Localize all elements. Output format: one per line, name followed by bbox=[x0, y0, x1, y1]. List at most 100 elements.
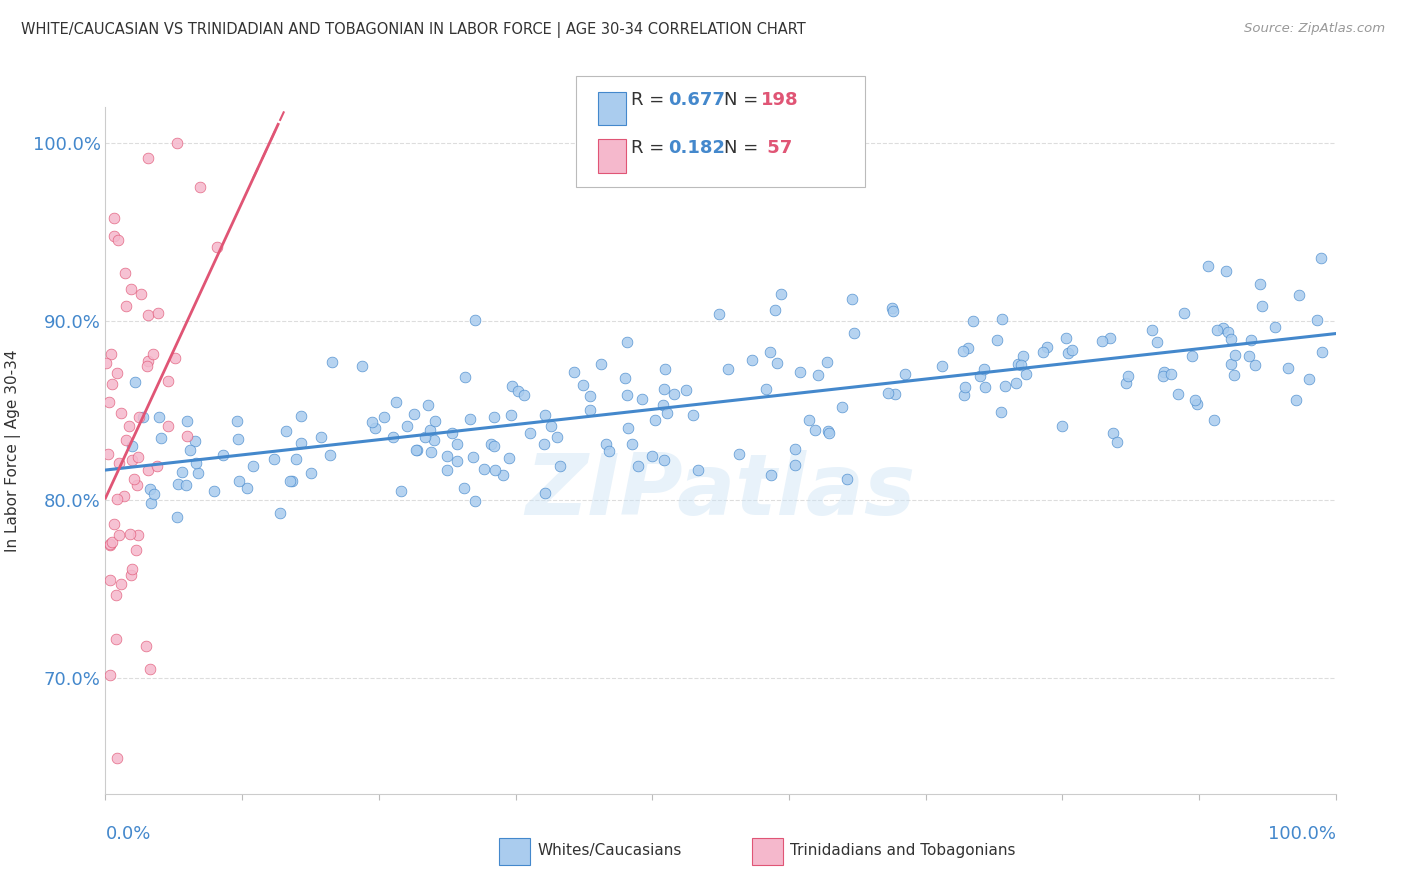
Point bbox=[1244, 358, 1267, 372]
Point bbox=[121, 453, 143, 467]
Point bbox=[418, 398, 440, 412]
Point bbox=[225, 414, 247, 428]
Text: 0.0%: 0.0% bbox=[105, 825, 150, 843]
Point bbox=[571, 377, 593, 392]
Point bbox=[682, 408, 704, 422]
Point bbox=[107, 491, 129, 506]
Text: 100.0%: 100.0% bbox=[1268, 825, 1336, 843]
Point bbox=[616, 335, 638, 350]
Point bbox=[533, 437, 555, 451]
Point bbox=[436, 449, 458, 463]
Point bbox=[1115, 376, 1137, 390]
Text: ZIPatlas: ZIPatlas bbox=[526, 450, 915, 533]
Point bbox=[540, 418, 562, 433]
Point bbox=[1160, 367, 1182, 381]
Point bbox=[990, 404, 1012, 418]
Text: N =: N = bbox=[724, 90, 763, 109]
Point bbox=[1185, 397, 1208, 411]
Point bbox=[882, 304, 904, 318]
Point bbox=[188, 180, 211, 194]
Text: Trinidadians and Tobagonians: Trinidadians and Tobagonians bbox=[790, 844, 1015, 858]
Point bbox=[883, 387, 905, 401]
Point bbox=[148, 410, 170, 425]
Point bbox=[479, 437, 502, 451]
Point bbox=[136, 463, 159, 477]
Point bbox=[419, 423, 441, 437]
Point bbox=[818, 426, 841, 441]
Point bbox=[616, 421, 638, 435]
Point bbox=[103, 211, 125, 225]
Point bbox=[202, 483, 225, 498]
Point bbox=[1152, 369, 1174, 384]
Point bbox=[1105, 434, 1128, 449]
Point bbox=[1056, 346, 1078, 360]
Point bbox=[1012, 349, 1035, 363]
Point bbox=[644, 413, 666, 427]
Point bbox=[579, 389, 602, 403]
Point bbox=[166, 510, 188, 524]
Text: WHITE/CAUCASIAN VS TRINIDADIAN AND TOBAGONIAN IN LABOR FORCE | AGE 30-34 CORRELA: WHITE/CAUCASIAN VS TRINIDADIAN AND TOBAG… bbox=[21, 22, 806, 38]
Point bbox=[974, 379, 997, 393]
Y-axis label: In Labor Force | Age 30-34: In Labor Force | Age 30-34 bbox=[6, 349, 21, 552]
Point bbox=[880, 301, 903, 315]
Point bbox=[360, 415, 382, 429]
Point bbox=[499, 408, 522, 422]
Point bbox=[406, 442, 429, 457]
Point bbox=[138, 308, 160, 322]
Point bbox=[419, 444, 441, 458]
Point bbox=[141, 495, 163, 509]
Point bbox=[595, 436, 617, 450]
Point bbox=[990, 312, 1012, 326]
Point bbox=[120, 282, 142, 296]
Point bbox=[124, 472, 146, 486]
Point bbox=[128, 450, 150, 464]
Point bbox=[1306, 312, 1329, 326]
Point bbox=[385, 395, 408, 409]
Point bbox=[281, 474, 304, 488]
Point bbox=[104, 632, 127, 647]
Point bbox=[290, 409, 312, 423]
Point bbox=[132, 410, 155, 425]
Point bbox=[766, 356, 789, 370]
Point bbox=[446, 437, 468, 451]
Point bbox=[274, 424, 297, 438]
Point bbox=[373, 409, 395, 424]
Point bbox=[815, 355, 838, 369]
Point bbox=[1212, 320, 1234, 334]
Point bbox=[817, 425, 839, 439]
Point bbox=[783, 458, 806, 473]
Point bbox=[474, 461, 496, 475]
Point bbox=[484, 463, 506, 477]
Point bbox=[482, 409, 505, 424]
Point bbox=[285, 452, 308, 467]
Point bbox=[1215, 264, 1237, 278]
Point bbox=[138, 354, 160, 368]
Point bbox=[290, 436, 312, 450]
Point bbox=[446, 454, 468, 468]
Text: Whites/Caucasians: Whites/Caucasians bbox=[537, 844, 682, 858]
Point bbox=[103, 517, 125, 532]
Point bbox=[579, 402, 602, 417]
Point bbox=[835, 472, 858, 486]
Point bbox=[1205, 323, 1227, 337]
Point bbox=[484, 439, 506, 453]
Point bbox=[396, 419, 419, 434]
Point bbox=[299, 467, 322, 481]
Point bbox=[143, 487, 166, 501]
Point bbox=[184, 456, 207, 470]
Point bbox=[717, 362, 740, 376]
Point bbox=[179, 443, 201, 458]
Point bbox=[402, 408, 425, 422]
Point bbox=[755, 383, 778, 397]
Point bbox=[176, 428, 198, 442]
Point bbox=[364, 421, 387, 435]
Text: N =: N = bbox=[724, 139, 763, 157]
Point bbox=[994, 379, 1017, 393]
Point bbox=[98, 394, 121, 409]
Point bbox=[183, 434, 205, 448]
Point bbox=[166, 136, 188, 150]
Point bbox=[894, 368, 917, 382]
Point bbox=[205, 240, 228, 254]
Point bbox=[1310, 251, 1333, 265]
Point bbox=[98, 538, 121, 552]
